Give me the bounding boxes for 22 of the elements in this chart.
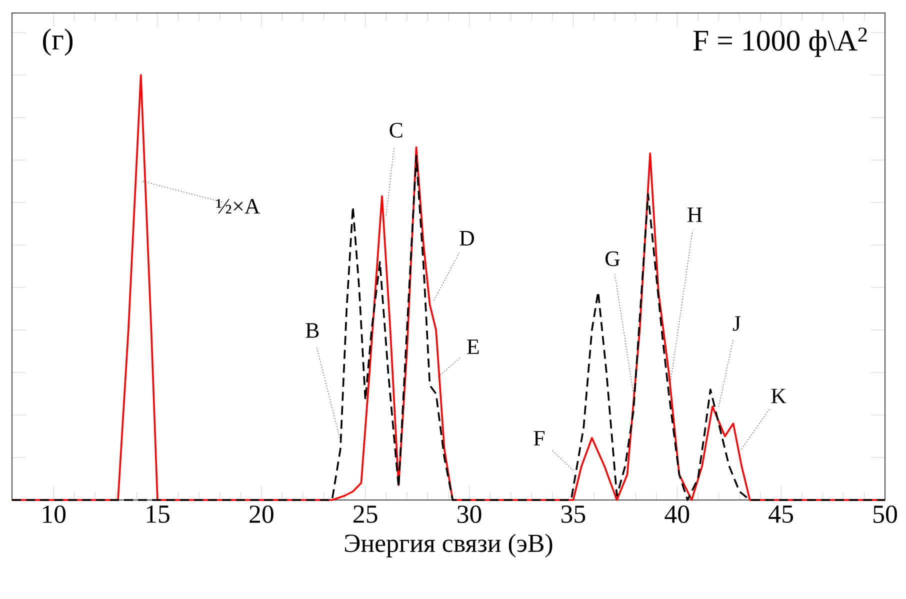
annotation: ½×A — [216, 199, 260, 214]
annotation: F — [534, 431, 545, 446]
text: F = 1000 ф\A$^{2}$ — [693, 28, 867, 57]
x-tick-label: 15 — [146, 506, 170, 523]
x-tick-label: 50 — [874, 506, 897, 523]
x-tick-label: 10 — [42, 506, 66, 523]
x-tick-label: 25 — [354, 506, 378, 523]
annotation: E — [467, 340, 479, 354]
text: (г) — [43, 28, 73, 56]
x-tick-label: 30 — [458, 506, 482, 523]
x-tick-label: 35 — [562, 506, 586, 523]
x-tick-label: 20 — [250, 506, 274, 523]
x-axis-title: Энергия связи (эВ) — [345, 534, 552, 558]
annotation: B — [306, 323, 319, 338]
annotation: D — [460, 231, 474, 246]
annotation: H — [688, 208, 702, 222]
annotation: J — [732, 316, 741, 331]
x-tick-label: 40 — [664, 506, 690, 523]
annotation: K — [771, 388, 786, 404]
annotation: C — [390, 122, 402, 138]
x-tick-label: 45 — [768, 506, 794, 523]
annotation: G — [605, 251, 620, 266]
